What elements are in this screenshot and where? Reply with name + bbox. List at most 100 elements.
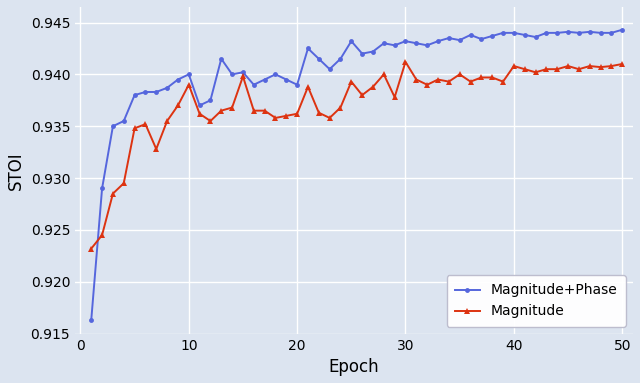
Magnitude+Phase (618, 28, 626, 32)
X-axis label: Epoch: Epoch (329, 358, 380, 376)
Magnitude+Phase (596, 31, 604, 35)
Magnitude+Phase (445, 36, 452, 40)
Magnitude (218, 108, 225, 113)
Magnitude (326, 116, 333, 120)
Magnitude (185, 82, 193, 87)
Magnitude (228, 105, 236, 110)
Magnitude (413, 77, 420, 82)
Magnitude (141, 122, 149, 126)
Magnitude (380, 72, 388, 77)
Magnitude+Phase (575, 31, 582, 35)
Magnitude+Phase (348, 39, 355, 43)
Magnitude (607, 64, 615, 68)
Y-axis label: STOI: STOI (7, 151, 25, 190)
Magnitude (271, 116, 279, 120)
Magnitude (521, 67, 529, 72)
Magnitude (499, 79, 507, 84)
Magnitude+Phase (304, 46, 312, 51)
Magnitude+Phase (402, 39, 410, 43)
Magnitude (174, 103, 182, 108)
Magnitude+Phase (196, 103, 204, 108)
Magnitude (510, 64, 518, 68)
Magnitude+Phase (282, 77, 290, 82)
Magnitude+Phase (239, 70, 247, 75)
Magnitude+Phase (185, 72, 193, 77)
Magnitude+Phase (532, 35, 540, 39)
Magnitude (315, 110, 323, 115)
Magnitude+Phase (250, 82, 258, 87)
Magnitude+Phase (315, 57, 323, 61)
Magnitude (477, 75, 485, 80)
Magnitude (434, 77, 442, 82)
Magnitude+Phase (380, 41, 388, 46)
Magnitude+Phase (218, 57, 225, 61)
Magnitude+Phase (152, 90, 160, 94)
Magnitude (207, 119, 214, 123)
Magnitude+Phase (260, 77, 268, 82)
Magnitude (564, 64, 572, 68)
Magnitude (337, 105, 344, 110)
Magnitude (358, 93, 366, 97)
Magnitude+Phase (326, 67, 333, 72)
Magnitude+Phase (413, 41, 420, 46)
Magnitude+Phase (391, 43, 399, 47)
Magnitude (98, 233, 106, 237)
Magnitude (618, 62, 626, 66)
Magnitude (131, 126, 138, 131)
Magnitude (488, 75, 496, 80)
Magnitude+Phase (607, 31, 615, 35)
Magnitude+Phase (163, 85, 171, 90)
Magnitude (532, 70, 540, 75)
Magnitude (456, 72, 463, 77)
Magnitude+Phase (477, 37, 485, 41)
Magnitude+Phase (521, 33, 529, 37)
Magnitude (304, 85, 312, 89)
Magnitude+Phase (467, 33, 474, 37)
Magnitude+Phase (586, 29, 593, 34)
Magnitude (596, 65, 604, 69)
Magnitude (293, 111, 301, 116)
Magnitude (467, 79, 474, 84)
Magnitude+Phase (564, 29, 572, 34)
Magnitude+Phase (337, 57, 344, 61)
Magnitude (282, 113, 290, 118)
Magnitude+Phase (543, 31, 550, 35)
Magnitude (575, 67, 582, 72)
Magnitude+Phase (174, 77, 182, 82)
Magnitude (369, 85, 377, 89)
Magnitude+Phase (98, 186, 106, 191)
Magnitude (239, 74, 247, 79)
Magnitude (586, 64, 593, 68)
Magnitude+Phase (510, 31, 518, 35)
Magnitude+Phase (131, 93, 138, 97)
Magnitude+Phase (456, 38, 463, 43)
Magnitude (260, 108, 268, 113)
Magnitude (391, 95, 399, 100)
Magnitude+Phase (109, 124, 116, 129)
Magnitude (163, 119, 171, 123)
Magnitude+Phase (369, 49, 377, 54)
Magnitude+Phase (488, 34, 496, 38)
Legend: Magnitude+Phase, Magnitude: Magnitude+Phase, Magnitude (447, 275, 626, 327)
Magnitude+Phase (141, 90, 149, 94)
Magnitude (196, 111, 204, 116)
Magnitude+Phase (293, 82, 301, 87)
Magnitude (88, 246, 95, 251)
Magnitude (402, 60, 410, 64)
Magnitude+Phase (271, 72, 279, 77)
Magnitude+Phase (358, 51, 366, 56)
Magnitude (445, 79, 452, 84)
Magnitude (120, 181, 127, 185)
Magnitude (543, 67, 550, 72)
Magnitude+Phase (120, 119, 127, 123)
Magnitude+Phase (554, 31, 561, 35)
Magnitude (109, 192, 116, 196)
Line: Magnitude: Magnitude (88, 59, 625, 251)
Magnitude+Phase (434, 39, 442, 43)
Magnitude (348, 79, 355, 84)
Magnitude (554, 67, 561, 72)
Magnitude+Phase (207, 98, 214, 103)
Magnitude (152, 147, 160, 151)
Magnitude+Phase (88, 318, 95, 322)
Line: Magnitude+Phase: Magnitude+Phase (89, 27, 625, 322)
